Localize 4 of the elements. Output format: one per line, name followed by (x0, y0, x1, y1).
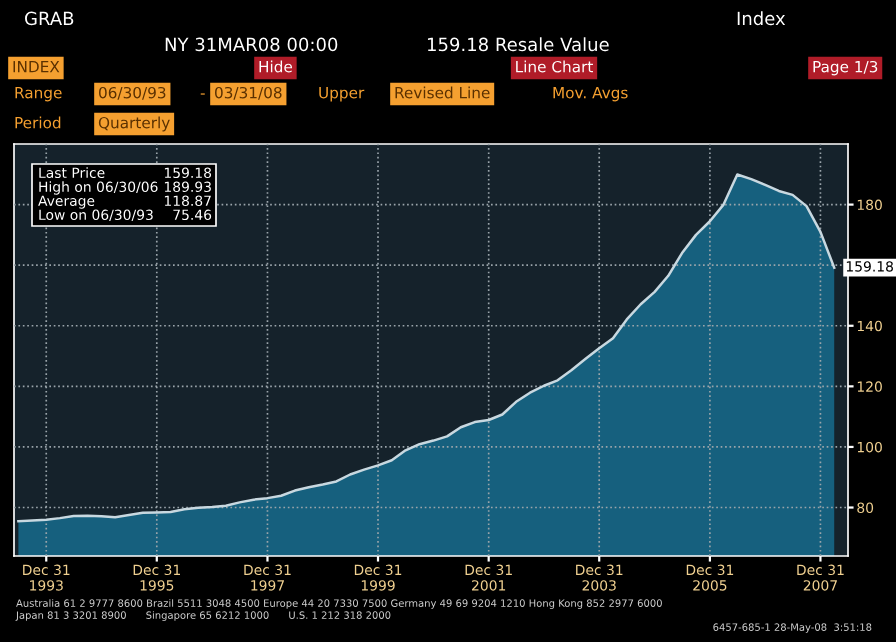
text: NY 31MAR08 00:00 (165, 37, 338, 52)
text: Index (737, 11, 786, 26)
text: GRAB (25, 11, 74, 26)
text: 159.18 Resale Value (427, 37, 609, 52)
